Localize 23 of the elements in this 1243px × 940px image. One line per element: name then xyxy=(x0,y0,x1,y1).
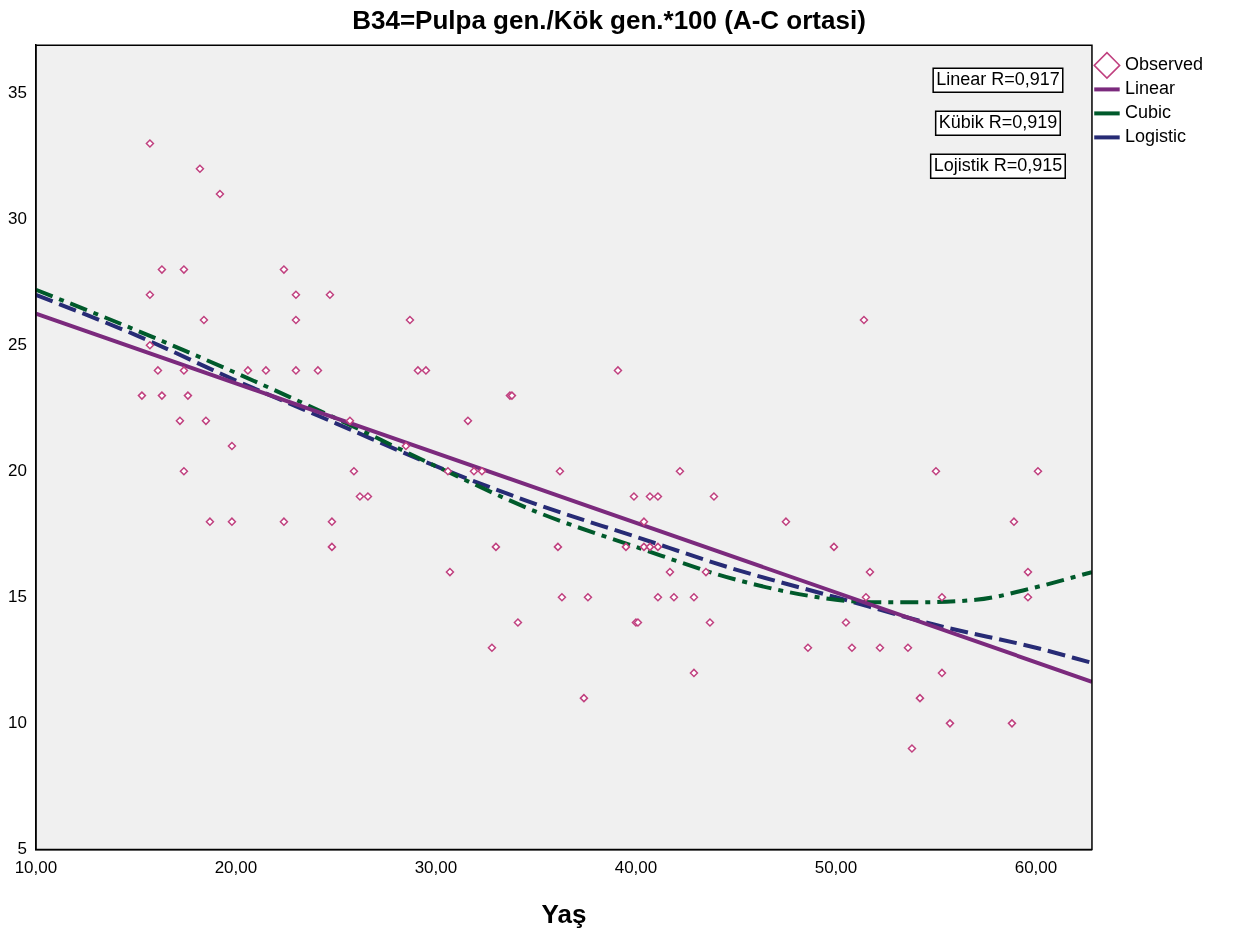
legend-label: Linear xyxy=(1124,78,1176,99)
x-tick-label: 50,00 xyxy=(814,858,858,878)
annotation: Linear R=0,917 xyxy=(936,69,1060,90)
chart-title: B34=Pulpa gen./Kök gen.*100 (A-C ortasi) xyxy=(352,4,866,35)
y-tick-label: 10 xyxy=(7,713,27,733)
line-series xyxy=(35,287,1092,605)
x-axis-title: Yaş xyxy=(541,898,587,929)
x-tick-label: 40,00 xyxy=(614,858,658,878)
x-tick-label: 60,00 xyxy=(1014,858,1058,878)
y-tick-label: 25 xyxy=(7,334,27,354)
x-tick-label: 10,00 xyxy=(14,858,58,878)
y-tick-label: 20 xyxy=(7,460,27,480)
y-tick-label: 5 xyxy=(17,839,27,859)
x-tick-label: 20,00 xyxy=(214,858,258,878)
y-tick-label: 30 xyxy=(7,208,27,228)
x-tick-label: 30,00 xyxy=(414,858,458,878)
legend-label: Logistic xyxy=(1124,126,1186,147)
annotation: Lojistik R=0,915 xyxy=(933,155,1063,176)
annotation: Kübik R=0,919 xyxy=(938,112,1058,133)
legend-label: Cubic xyxy=(1124,102,1171,123)
y-tick-label: 35 xyxy=(7,82,27,102)
legend-label: Observed xyxy=(1124,54,1204,75)
y-tick-label: 15 xyxy=(7,586,27,606)
